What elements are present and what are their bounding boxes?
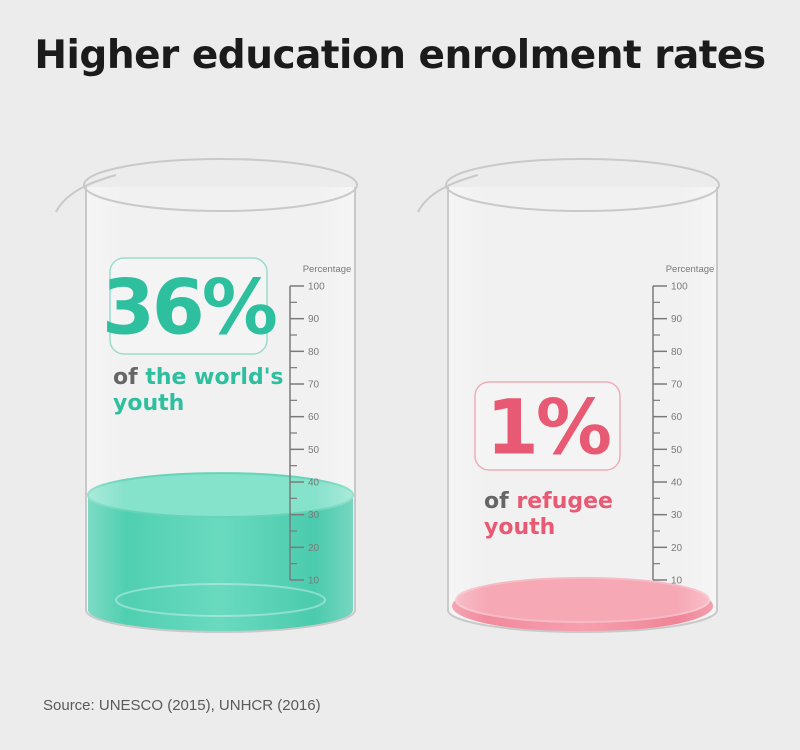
scale-tick-label: 50 [671,445,683,456]
category-label-line1: of refugee [484,489,613,514]
scale-tick-label: 30 [671,510,683,521]
scale-label: Percentage [303,264,352,275]
scale-tick-label: 100 [671,282,688,293]
category-label-line2: youth [113,391,184,416]
scale-tick-label: 90 [671,314,683,325]
beaker-2: Percentage 10 20 30 40 50 60 70 80 90 100 1% of refu… [417,158,720,633]
value-label: 36% [102,262,276,351]
scale-tick-label: 70 [671,380,683,391]
category-label-line1: of the world's [113,365,284,390]
scale-tick-label: 20 [308,543,320,554]
value-badge-frame [474,381,621,471]
beaker-glass-outline [85,187,356,633]
scale-tick-label: 30 [308,510,320,521]
value-badge: 1% [474,381,621,471]
scale-tick-label: 60 [308,412,320,423]
scale-tick-label: 90 [308,314,320,325]
value-badge: 36% [102,257,279,355]
scale-tick-label: 100 [308,282,325,293]
scale-tick-label: 50 [308,445,320,456]
label-prefix: of [113,365,145,390]
beaker-1: Percentage 10 20 30 40 50 60 70 80 90 100 36% of the… [55,158,358,633]
scale-tick-label: 10 [671,576,683,587]
beaker-spout [55,174,117,213]
scale-tick-label: 40 [671,478,683,489]
category-label-line2: youth [484,515,555,540]
scale-tick-label: 60 [671,412,683,423]
scale: Percentage 10 20 30 40 50 60 70 80 90 100 [289,264,352,587]
scale: Percentage 10 20 30 40 50 60 70 80 90 100 [652,264,715,587]
beaker-spout [417,174,479,213]
scale-label: Percentage [666,264,715,275]
scale-tick-label: 80 [308,347,320,358]
scale-tick-label: 80 [671,347,683,358]
label-main: refugee [516,489,613,514]
beaker-glass-outline [447,187,718,633]
value-badge-frame [109,257,268,355]
page-title: Higher education enrolment rates [34,33,766,78]
beaker-rim [83,158,358,212]
value-label: 1% [486,382,610,471]
scale-tick-label: 70 [308,380,320,391]
label-prefix: of [484,489,516,514]
beaker-rim [445,158,720,212]
scale-tick-label: 20 [671,543,683,554]
source-note: Source: UNESCO (2015), UNHCR (2016) [43,697,321,714]
label-main: the world's [145,365,283,390]
scale-tick-label: 40 [308,478,320,489]
scale-tick-label: 10 [308,576,320,587]
